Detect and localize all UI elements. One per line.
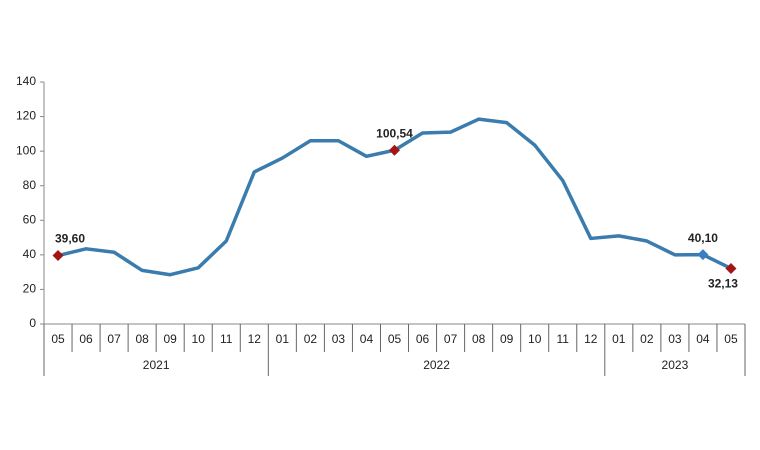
y-tick-label: 120 bbox=[16, 109, 36, 123]
x-tick-label: 06 bbox=[79, 332, 93, 346]
group-label: 2021 bbox=[143, 358, 170, 372]
x-tick-label: 01 bbox=[612, 332, 626, 346]
line bbox=[57, 117, 732, 277]
x-tick-label: 04 bbox=[360, 332, 374, 346]
y-tick-label: 0 bbox=[29, 316, 36, 330]
y-tick-label: 140 bbox=[16, 74, 36, 88]
x-tick-label: 12 bbox=[248, 332, 262, 346]
marker bbox=[725, 262, 737, 274]
x-tick-label: 10 bbox=[528, 332, 542, 346]
y-tick-label: 100 bbox=[16, 143, 36, 157]
x-tick-label: 09 bbox=[164, 332, 178, 346]
y-tick-label: 20 bbox=[23, 282, 37, 296]
y-tick-label: 60 bbox=[23, 212, 37, 226]
x-tick-label: 10 bbox=[192, 332, 206, 346]
x-tick-label: 12 bbox=[584, 332, 598, 346]
x-tick-label: 04 bbox=[696, 332, 710, 346]
x-tick-label: 03 bbox=[332, 332, 346, 346]
x-tick-label: 07 bbox=[444, 332, 458, 346]
x-tick-label: 09 bbox=[500, 332, 514, 346]
data-label: 40,10 bbox=[688, 231, 718, 245]
x-tick-label: 02 bbox=[304, 332, 318, 346]
x-tick-label: 02 bbox=[640, 332, 654, 346]
x-tick-label: 07 bbox=[107, 332, 121, 346]
x-tick-label: 06 bbox=[416, 332, 430, 346]
x-tick-label: 08 bbox=[472, 332, 486, 346]
x-tick-label: 08 bbox=[135, 332, 149, 346]
marker bbox=[52, 250, 64, 262]
x-tick-label: 05 bbox=[388, 332, 402, 346]
x-tick-label: 05 bbox=[724, 332, 738, 346]
marker bbox=[697, 249, 709, 261]
y-tick-label: 40 bbox=[23, 247, 37, 261]
data-label: 100,54 bbox=[376, 126, 413, 140]
x-tick-label: 11 bbox=[557, 332, 570, 346]
group-label: 2022 bbox=[423, 358, 450, 372]
marker bbox=[389, 144, 400, 156]
group-label: 2023 bbox=[662, 358, 689, 372]
x-tick-label: 05 bbox=[51, 332, 65, 346]
x-tick-label: 01 bbox=[276, 332, 290, 346]
data-label: 32,13 bbox=[708, 277, 738, 291]
y-tick-label: 80 bbox=[23, 178, 37, 192]
data-label: 39,60 bbox=[55, 232, 85, 246]
x-tick-label: 03 bbox=[668, 332, 682, 346]
x-tick-label: 11 bbox=[220, 332, 233, 346]
